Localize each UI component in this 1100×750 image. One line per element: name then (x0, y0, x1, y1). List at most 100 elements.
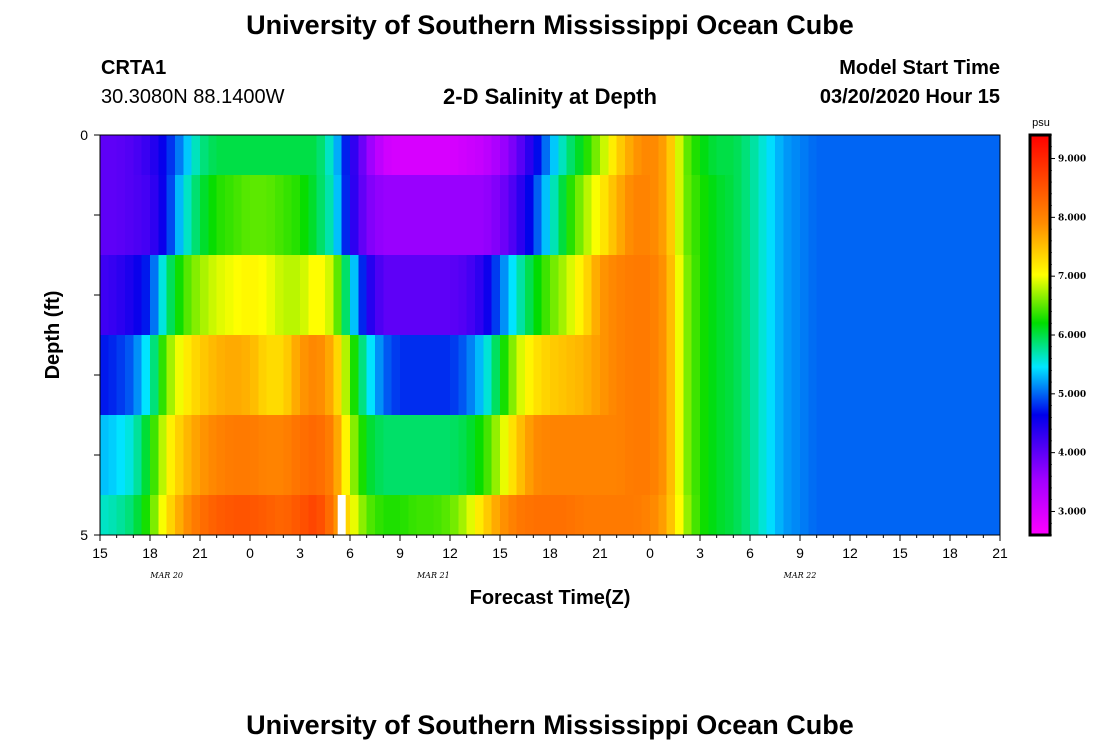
heatmap-cell (266, 335, 276, 415)
heatmap-cell (908, 135, 918, 175)
heatmap-cell (983, 335, 993, 415)
heatmap-cell (933, 335, 943, 415)
heatmap-cell (125, 255, 134, 335)
heatmap-cell (575, 255, 584, 335)
heatmap-cell (275, 335, 284, 415)
heatmap-cell (316, 255, 326, 335)
heatmap-cell (708, 255, 718, 335)
heatmap-cell (375, 415, 384, 495)
heatmap-cell (441, 415, 451, 495)
heatmap-cell (666, 135, 676, 175)
heatmap-cell (858, 495, 868, 535)
heatmap-cell (241, 135, 251, 175)
heatmap-cell (366, 135, 376, 175)
heatmap-cell (150, 255, 159, 335)
heatmap-cell (808, 255, 818, 335)
heatmap-cell (516, 415, 526, 495)
heatmap-cell (733, 175, 743, 255)
heatmap-cell (700, 495, 709, 535)
heatmap-cell (500, 495, 509, 535)
heatmap-cell (208, 255, 218, 335)
heatmap-cell (908, 175, 918, 255)
heatmap-cell (641, 255, 651, 335)
heatmap-cell (391, 255, 401, 335)
heatmap-cell (416, 135, 426, 175)
heatmap-cell (683, 415, 693, 495)
heatmap-cell (225, 255, 234, 335)
heatmap-cell (366, 175, 376, 255)
heatmap-cell (200, 495, 209, 535)
heatmap-cell (741, 255, 751, 335)
heatmap-cell (450, 175, 459, 255)
heatmap-cell (191, 415, 201, 495)
heatmap-cell (508, 335, 518, 415)
heatmap-cell (108, 175, 118, 255)
heatmap-cell (841, 495, 851, 535)
heatmap-cell (583, 415, 593, 495)
heatmap-cell (300, 255, 309, 335)
heatmap-cell (941, 135, 951, 175)
white-marker (337, 495, 346, 535)
heatmap-cell (350, 415, 359, 495)
heatmap-cell (175, 335, 184, 415)
heatmap-cell (375, 255, 384, 335)
heatmap-cell (541, 135, 551, 175)
heatmap-cell (116, 175, 126, 255)
heatmap-cell (875, 495, 884, 535)
heatmap-cell (550, 135, 559, 175)
heatmap-cell (991, 335, 1001, 415)
heatmap-cell (341, 335, 351, 415)
heatmap-cell (725, 255, 734, 335)
heatmap-cell (108, 415, 118, 495)
heatmap-cell (958, 175, 968, 255)
heatmap-cell (875, 255, 884, 335)
heatmap-cell (633, 135, 643, 175)
heatmap-cell (275, 175, 284, 255)
heatmap-cell (608, 495, 618, 535)
heatmap-cell (975, 135, 984, 175)
heatmap-cell (450, 255, 459, 335)
heatmap-cell (908, 255, 918, 335)
heatmap-cell (750, 135, 759, 175)
heatmap-cell (850, 335, 859, 415)
heatmap-cell (316, 495, 326, 535)
heatmap-cell (466, 415, 476, 495)
heatmap-cell (650, 135, 659, 175)
page-title-bottom: University of Southern Mississippi Ocean… (246, 710, 854, 740)
heatmap-cell (283, 415, 293, 495)
heatmap-cell (458, 135, 468, 175)
heatmap-cell (750, 255, 759, 335)
heatmap-cell (408, 135, 418, 175)
heatmap-cell (716, 335, 726, 415)
heatmap-cell (208, 415, 218, 495)
heatmap-cell (425, 415, 434, 495)
heatmap-cell (791, 255, 801, 335)
heatmap-cell (891, 335, 901, 415)
heatmap-cell (258, 135, 268, 175)
heatmap-cell (650, 255, 659, 335)
heatmap-cell (908, 415, 918, 495)
colorbar-gradient (1028, 133, 1052, 537)
heatmap-cell (416, 415, 426, 495)
heatmap-cell (166, 495, 176, 535)
heatmap-cell (208, 335, 218, 415)
heatmap-cell (200, 175, 209, 255)
heatmap-cell (400, 415, 409, 495)
heatmap-cell (433, 255, 443, 335)
heatmap-cell (450, 495, 459, 535)
heatmap-cell (891, 495, 901, 535)
heatmap-cell (900, 415, 909, 495)
heatmap-cell (341, 175, 351, 255)
heatmap-cell (683, 135, 693, 175)
heatmap-cell (525, 175, 534, 255)
heatmap-cell (566, 495, 576, 535)
x-tick-label: 18 (542, 545, 558, 561)
heatmap-cell (325, 495, 334, 535)
heatmap-cell (491, 135, 501, 175)
heatmap-cell (225, 495, 234, 535)
heatmap-cell (291, 495, 301, 535)
heatmap-cell (566, 335, 576, 415)
heatmap-cell (333, 415, 343, 495)
heatmap-cell (208, 135, 218, 175)
heatmap-cell (516, 135, 526, 175)
